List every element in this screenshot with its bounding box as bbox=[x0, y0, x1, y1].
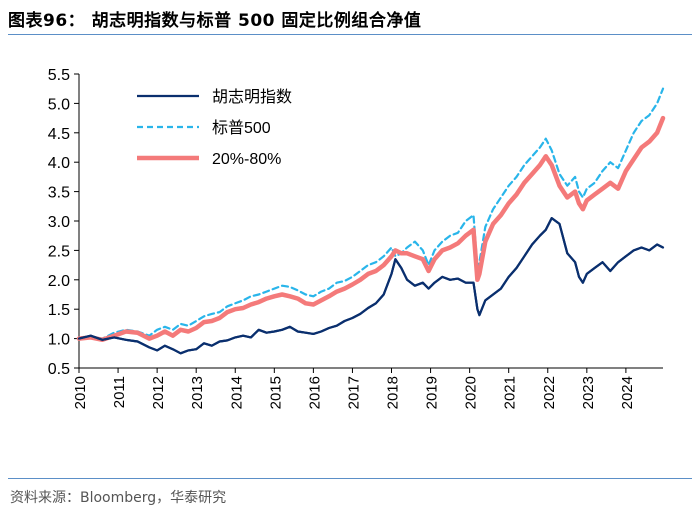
y-tick-label: 4.0 bbox=[48, 155, 70, 172]
x-axis: 2010 2011 2012 2013 2014 2015 2016 2017 2018 2019… bbox=[72, 367, 663, 409]
y-tick-label: 5.0 bbox=[48, 96, 70, 113]
x-tick-label: 2011 bbox=[111, 376, 128, 408]
x-tick-label: 2013 bbox=[189, 376, 206, 409]
x-tick-label: 2017 bbox=[345, 376, 362, 409]
x-tick-label: 2024 bbox=[619, 376, 636, 409]
x-tick-label: 2015 bbox=[267, 376, 284, 409]
y-axis: 0.5 1.0 1.5 2.0 2.5 3.0 3.5 4.0 4.5 5.0 5.5 bbox=[48, 67, 80, 378]
y-tick-label: 3.0 bbox=[48, 214, 70, 231]
series-group bbox=[76, 87, 666, 355]
figure-title: 图表96： 胡志明指数与标普 500 固定比例组合净值 bbox=[8, 11, 422, 31]
legend-label-1: 标普500 bbox=[212, 119, 271, 137]
y-tick-label: 3.5 bbox=[48, 185, 70, 202]
title-divider bbox=[8, 34, 692, 35]
y-tick-label: 1.0 bbox=[48, 332, 70, 349]
source-divider bbox=[8, 478, 692, 479]
x-tick-label: 2012 bbox=[150, 376, 167, 409]
y-tick-label: 2.0 bbox=[48, 273, 70, 290]
y-tick-label: 1.5 bbox=[48, 302, 70, 319]
legend-label-2: 20%-80% bbox=[212, 151, 281, 168]
x-tick-label: 2010 bbox=[72, 376, 89, 409]
y-tick-label: 0.5 bbox=[48, 361, 70, 378]
x-tick-label: 2016 bbox=[306, 376, 323, 409]
source-note: 资料来源：Bloomberg，华泰研究 bbox=[10, 490, 227, 506]
series-line-1 bbox=[77, 87, 665, 340]
x-tick-label: 2018 bbox=[385, 376, 402, 409]
x-tick-label: 2022 bbox=[541, 376, 558, 409]
legend-label-0: 胡志明指数 bbox=[212, 88, 292, 106]
y-tick-label: 5.5 bbox=[48, 67, 70, 84]
x-tick-label: 2023 bbox=[580, 376, 597, 409]
y-tick-label: 2.5 bbox=[48, 243, 70, 260]
y-tick-label: 4.5 bbox=[48, 126, 70, 143]
series-line-0-overlay bbox=[78, 217, 664, 355]
series-line-2 bbox=[76, 115, 666, 343]
x-tick-label: 2019 bbox=[424, 376, 441, 409]
x-tick-label: 2021 bbox=[502, 376, 519, 409]
x-tick-label: 2014 bbox=[228, 376, 245, 409]
x-tick-label: 2020 bbox=[463, 376, 480, 409]
